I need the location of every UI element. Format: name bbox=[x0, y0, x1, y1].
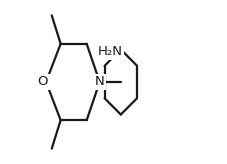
Text: N: N bbox=[95, 75, 105, 89]
Text: H₂N: H₂N bbox=[98, 45, 123, 58]
Text: O: O bbox=[37, 75, 48, 89]
